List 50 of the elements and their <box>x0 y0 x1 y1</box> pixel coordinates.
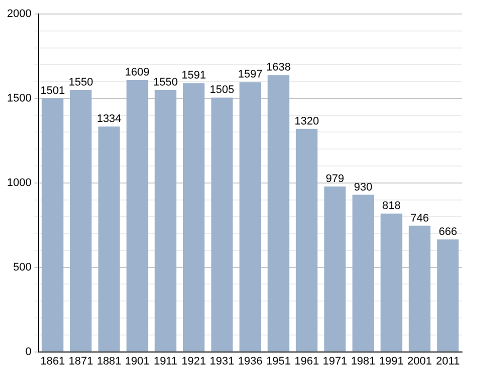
data-label: 666 <box>438 226 458 238</box>
bar <box>437 239 459 352</box>
y-tick-label: 500 <box>13 261 32 274</box>
bar <box>182 83 205 352</box>
x-tick-label: 2011 <box>436 355 460 368</box>
y-tick-label: 0 <box>25 346 32 358</box>
bar <box>239 82 262 352</box>
bar <box>408 226 430 352</box>
x-tick-label: 1911 <box>154 355 178 368</box>
x-tick-label: 1936 <box>238 355 262 368</box>
data-label: 1597 <box>238 68 262 81</box>
data-label: 1501 <box>40 84 65 97</box>
data-label: 746 <box>410 212 429 224</box>
bar <box>380 214 402 352</box>
bar <box>296 128 318 352</box>
y-tick-label: 1000 <box>6 176 32 189</box>
x-tick-label: 1871 <box>68 355 94 368</box>
x-tick-label: 1931 <box>210 355 234 368</box>
x-tick-label: 1981 <box>350 355 376 368</box>
x-tick-label: 1921 <box>182 355 206 368</box>
data-label: 1505 <box>210 84 234 96</box>
x-tick-label: 1901 <box>125 355 150 368</box>
data-label: 1320 <box>294 115 319 128</box>
x-tick-label: 1961 <box>294 355 319 368</box>
data-label: 818 <box>382 200 401 212</box>
bar <box>98 126 120 352</box>
y-tick-label: 1500 <box>6 92 32 104</box>
data-label: 1609 <box>125 66 150 79</box>
bar <box>70 90 92 352</box>
bar <box>126 80 148 352</box>
data-label: 979 <box>326 172 344 185</box>
bar <box>352 194 374 352</box>
data-label: 930 <box>354 181 372 194</box>
bar <box>42 98 64 352</box>
x-tick-label: 1991 <box>379 355 404 368</box>
data-label: 1334 <box>96 113 122 126</box>
x-tick-label: 1971 <box>322 355 348 368</box>
bar <box>211 98 233 352</box>
bar <box>154 90 176 352</box>
x-tick-label: 2001 <box>407 355 432 368</box>
data-label: 1591 <box>182 70 206 82</box>
bar <box>324 186 346 352</box>
x-tick-label: 1881 <box>96 355 122 368</box>
y-tick-label: 2000 <box>6 8 32 20</box>
x-tick-label: 1951 <box>266 355 291 368</box>
data-label: 1638 <box>266 62 291 74</box>
bar <box>268 75 290 352</box>
data-label: 1550 <box>153 76 178 89</box>
data-label: 1550 <box>68 76 94 89</box>
x-tick-label: 1861 <box>40 355 65 368</box>
